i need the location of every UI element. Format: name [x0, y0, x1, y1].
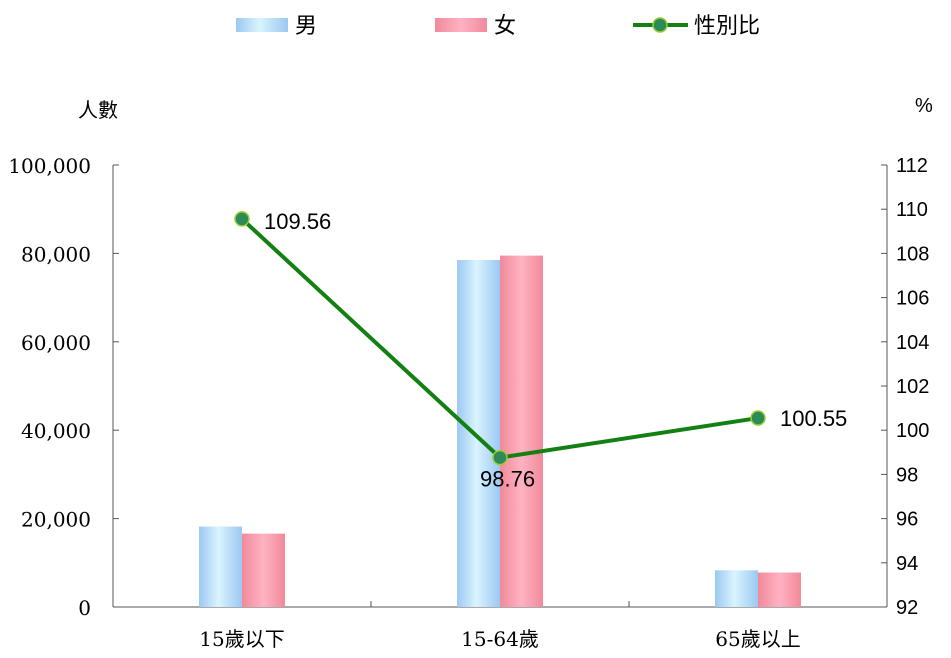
y-left-tick-label: 60,000	[21, 331, 91, 355]
bar-female	[758, 572, 801, 607]
y-right-tick-label: 94	[896, 553, 918, 575]
legend: 男 女 性別比	[236, 14, 760, 39]
bar-female	[500, 255, 543, 608]
legend-item-female: 女	[435, 14, 516, 39]
y-right-tick-label: 112	[896, 155, 928, 177]
y-left-tick-label: 80,000	[21, 242, 91, 266]
axes: 0 20,000 40,000 60,000 80,000 100,000 92 94 96 98…	[8, 154, 929, 651]
ratio-marker	[750, 410, 766, 426]
x-tick-label: 65歲以上	[715, 627, 800, 651]
labels: 109.56 98.76 100.55	[264, 209, 847, 492]
ratio-marker	[492, 449, 508, 466]
x-tick-label: 15-64歲	[461, 627, 539, 651]
ratio-data-label: 98.76	[480, 467, 535, 492]
y-right-tick-label: 104	[896, 332, 929, 354]
y-right-tick-label: 100	[896, 420, 929, 442]
y-right-tick-label: 108	[896, 243, 929, 265]
bar-female	[242, 533, 285, 607]
y-axis-right-title: %	[915, 95, 933, 117]
legend-item-ratio: 性別比	[633, 14, 760, 39]
y-axis-left-title: 人數	[78, 98, 118, 122]
legend-label-ratio: 性別比	[694, 14, 760, 39]
legend-label-male: 男	[295, 14, 317, 39]
y-right-tick-label: 92	[896, 597, 918, 619]
ratio-line-layer	[234, 211, 766, 466]
bars	[199, 255, 801, 608]
y-left-tick-label: 100,000	[8, 154, 91, 178]
x-tick-label: 15歲以下	[199, 627, 284, 651]
y-right-tick-label: 102	[896, 376, 929, 398]
y-right-tick-label: 96	[896, 509, 918, 531]
y-right-tick-label: 106	[896, 288, 929, 310]
bar-male	[199, 526, 242, 607]
legend-swatch-female	[435, 18, 487, 32]
y-left-tick-label: 40,000	[21, 419, 91, 443]
legend-item-male: 男	[236, 14, 317, 39]
y-right-tick-label: 98	[896, 464, 918, 486]
legend-swatch-male	[236, 18, 288, 32]
ratio-data-label: 100.55	[780, 406, 847, 431]
bar-male	[457, 260, 500, 607]
ratio-marker	[234, 211, 250, 227]
ratio-data-label: 109.56	[264, 209, 331, 234]
legend-marker-ratio	[652, 17, 668, 33]
y-left-tick-label: 20,000	[21, 508, 91, 532]
y-right-tick-label: 110	[896, 199, 928, 221]
legend-label-female: 女	[494, 14, 516, 39]
y-left-tick-label: 0	[78, 596, 91, 620]
bar-male	[715, 570, 758, 607]
